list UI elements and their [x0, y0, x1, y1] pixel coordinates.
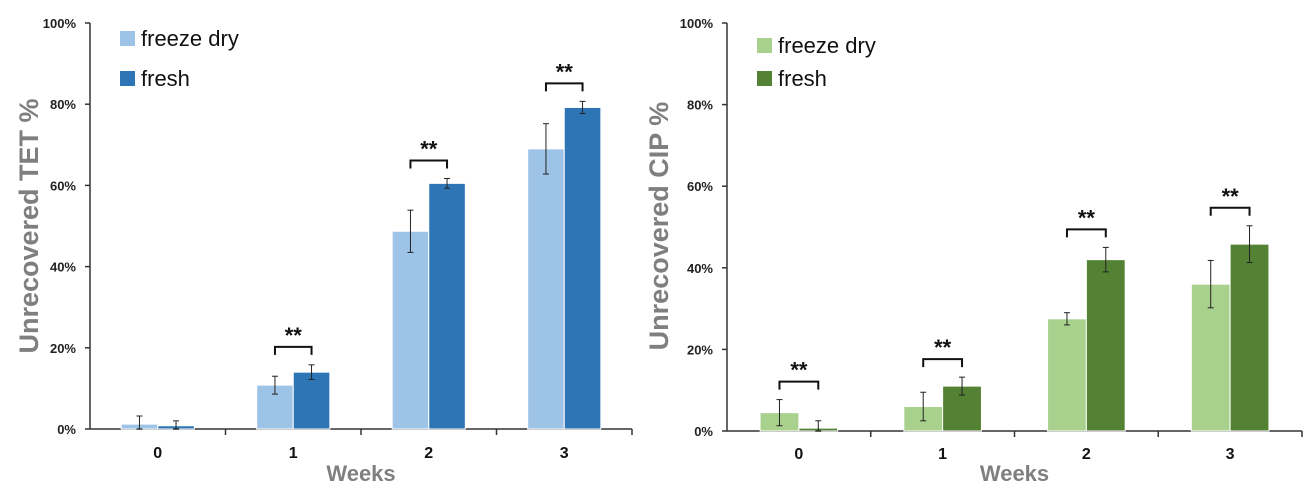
chart-panel-cip: 0% 20% 40% 60% 80% 100% 0 1 2 3 ** ** ** ** freeze dry… — [644, 16, 1303, 486]
y-tick-label: 40% — [50, 260, 76, 275]
y-axis-title: Unrecovered TET % — [14, 98, 44, 353]
y-tick-label: 20% — [50, 341, 76, 356]
significance-bracket — [544, 82, 584, 92]
significance-bracket — [273, 345, 313, 355]
bar — [527, 148, 565, 430]
significance-bracket — [1065, 228, 1107, 238]
y-tick-label: 100% — [680, 16, 714, 31]
bar — [292, 371, 331, 430]
significance-bracket — [778, 380, 820, 390]
significance-label: ** — [790, 358, 808, 383]
significance-label: ** — [1222, 184, 1240, 209]
y-axis-title: Unrecovered CIP % — [644, 102, 674, 351]
x-axis-title: Weeks — [980, 461, 1049, 486]
bar — [563, 106, 602, 430]
x-tick-label: 2 — [1082, 446, 1091, 463]
legend-label: freeze dry — [141, 26, 239, 51]
y-tick-label: 80% — [50, 97, 76, 112]
legend-label: fresh — [141, 66, 190, 91]
x-tick-label: 1 — [938, 446, 947, 463]
y-tick-label: 100% — [43, 16, 77, 31]
y-tick-label: 60% — [687, 179, 713, 194]
y-tick-label: 0% — [57, 422, 76, 437]
bar — [391, 230, 430, 430]
x-tick-label: 3 — [560, 445, 569, 462]
legend-swatch — [757, 38, 772, 53]
y-tick-label: 60% — [50, 178, 76, 193]
legend-swatch — [120, 71, 135, 86]
x-tick-label: 1 — [289, 445, 298, 462]
bar — [1229, 243, 1270, 432]
y-tick-label: 80% — [687, 98, 713, 113]
legend-swatch — [120, 31, 135, 46]
legend-label: freeze dry — [778, 33, 876, 58]
x-tick-label: 0 — [794, 446, 803, 463]
significance-label: ** — [420, 136, 438, 161]
y-tick-label: 0% — [694, 424, 713, 439]
significance-bracket — [922, 358, 964, 368]
y-tick-label: 20% — [687, 342, 713, 357]
bar — [1085, 259, 1126, 432]
x-axis-title: Weeks — [326, 461, 395, 486]
significance-label: ** — [1078, 205, 1096, 230]
significance-label: ** — [934, 335, 952, 360]
bar — [1190, 283, 1231, 432]
y-tick-label: 40% — [687, 261, 713, 276]
x-tick-label: 0 — [153, 445, 162, 462]
significance-bracket — [409, 159, 449, 169]
bar — [1047, 318, 1087, 432]
legend-swatch — [757, 71, 772, 86]
x-tick-label: 3 — [1226, 446, 1235, 463]
chart-panel-tet: 0% 20% 40% 60% 80% 100% 0 1 2 3 ** ** ** freeze dry fr… — [14, 16, 633, 486]
significance-bracket — [1209, 206, 1251, 216]
legend-label: fresh — [778, 66, 827, 91]
significance-label: ** — [285, 323, 303, 348]
significance-label: ** — [556, 59, 574, 84]
bar — [428, 182, 466, 430]
x-tick-label: 2 — [424, 445, 433, 462]
